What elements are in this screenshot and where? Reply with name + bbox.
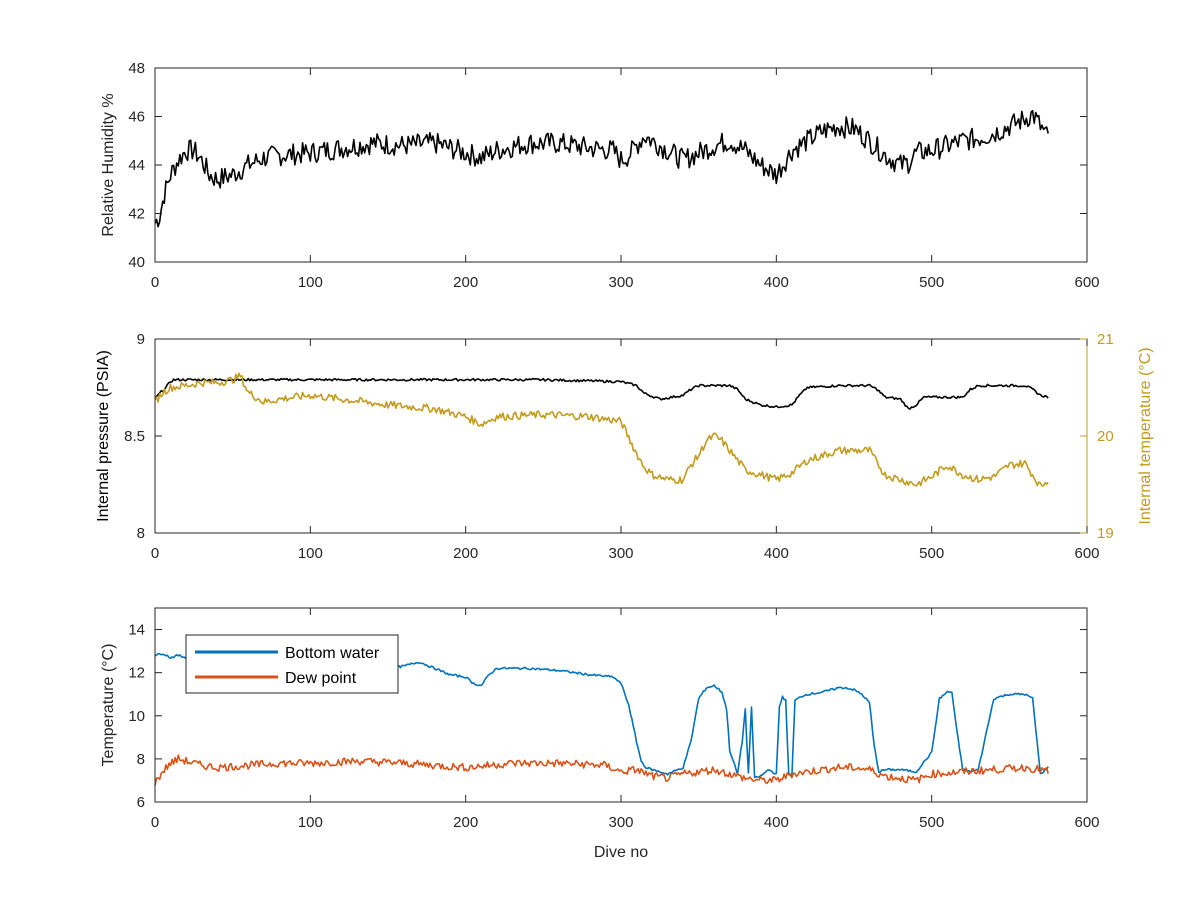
temperature-ticks: 0 100 200 300 400 500 600 6 8 10 12 14 (128, 608, 1100, 831)
y-tick-label: 8 (137, 525, 145, 542)
internal-temperature-y-axis-label: Internal temperature (°C) (1137, 347, 1154, 524)
humidity-plot-area (154, 109, 1049, 228)
x-tick-label: 100 (298, 814, 323, 831)
x-tick-label: 200 (453, 274, 478, 291)
x-tick-label: 600 (1074, 814, 1099, 831)
series-line-pressure-temperature-0 (154, 377, 1049, 410)
x-tick-label: 300 (608, 814, 633, 831)
y-tick-label-right: 21 (1097, 331, 1114, 348)
x-tick-label: 300 (608, 545, 633, 562)
pressure-temperature-plot-area (154, 372, 1049, 487)
x-tick-label: 500 (919, 545, 944, 562)
pressure-temperature-panel: 0 100 200 300 400 500 600 8 8.5 9 19 20 21 Internal … (95, 331, 1154, 562)
x-tick-label: 100 (298, 274, 323, 291)
series-line-humidity-0 (154, 109, 1049, 228)
y-tick-label: 10 (128, 708, 145, 725)
series-line-pressure-temperature-1 (154, 372, 1049, 487)
temperature-y-axis-label: Temperature (°C) (100, 644, 117, 767)
y-tick-label-right: 20 (1097, 428, 1114, 445)
y-tick-label: 44 (128, 157, 145, 174)
y-tick-label: 12 (128, 665, 145, 682)
x-tick-label: 400 (764, 814, 789, 831)
legend: Bottom water Dew point (185, 634, 399, 694)
x-tick-label: 400 (764, 545, 789, 562)
pressure-ticks: 0 100 200 300 400 500 600 8 8.5 9 19 20 21 (124, 331, 1114, 562)
x-axis-label: Dive no (594, 844, 648, 861)
humidity-y-axis-label: Relative Humidity % (100, 93, 117, 236)
x-tick-label: 200 (453, 814, 478, 831)
x-tick-label: 200 (453, 545, 478, 562)
series-line-dew-point (154, 754, 1049, 786)
humidity-panel: 0 100 200 300 400 500 600 40 42 44 46 48 Relative H… (100, 60, 1100, 291)
y-tick-label-right: 19 (1097, 525, 1114, 542)
x-tick-label: 0 (151, 545, 159, 562)
x-tick-label: 600 (1074, 274, 1099, 291)
y-tick-label: 42 (128, 206, 145, 223)
pressure-y-axis-label: Internal pressure (PSIA) (95, 350, 112, 522)
x-tick-label: 500 (919, 814, 944, 831)
y-tick-label: 48 (128, 60, 145, 77)
y-tick-label: 8.5 (124, 428, 145, 445)
x-tick-label: 500 (919, 274, 944, 291)
y-tick-label: 8 (137, 751, 145, 768)
humidity-ticks: 0 100 200 300 400 500 600 40 42 44 46 48 (128, 60, 1099, 291)
x-tick-label: 100 (298, 545, 323, 562)
legend-box (185, 634, 399, 694)
y-tick-label: 9 (137, 331, 145, 348)
x-tick-label: 400 (764, 274, 789, 291)
temperature-panel: 0 100 200 300 400 500 600 6 8 10 12 14 Temperature … (100, 607, 1100, 861)
y-tick-label: 46 (128, 109, 145, 126)
y-tick-label: 6 (137, 794, 145, 811)
legend-label-dew-point: Dew point (285, 670, 357, 687)
y-tick-label: 40 (128, 254, 145, 271)
x-tick-label: 0 (151, 814, 159, 831)
x-tick-label: 0 (151, 274, 159, 291)
x-tick-label: 600 (1074, 545, 1099, 562)
legend-label-bottom-water: Bottom water (285, 645, 380, 662)
x-tick-label: 300 (608, 274, 633, 291)
y-tick-label: 14 (128, 622, 145, 639)
